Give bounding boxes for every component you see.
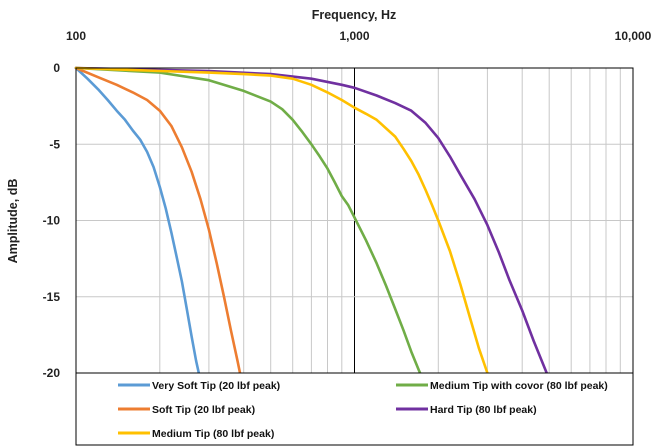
x-tick-label: 10,000 — [615, 29, 652, 43]
legend-label-4: Hard Tip (80 lbf peak) — [430, 404, 537, 416]
tick-labels: 100 1,000 10,000 0 -5 -10 -15 -20 — [43, 29, 652, 380]
y-axis-title: Amplitude, dB — [6, 179, 20, 264]
legend: Very Soft Tip (20 lbf peak) Soft Tip (20 … — [75, 372, 634, 446]
legend-label-5: Medium Tip (80 lbf peak) — [152, 428, 274, 440]
legend-box — [75, 372, 634, 446]
y-tick-label: -20 — [43, 366, 61, 380]
series-line-3 — [74, 66, 422, 375]
legend-label-3: Medium Tip with covor (80 lbf peak) — [430, 380, 608, 392]
x-tick-label: 100 — [66, 29, 86, 43]
series-line-2 — [74, 66, 242, 375]
x-tick-label: 1,000 — [339, 29, 369, 43]
legend-label-2: Soft Tip (20 lbf peak) — [152, 404, 255, 416]
legend-label-1: Very Soft Tip (20 lbf peak) — [152, 380, 280, 392]
series-line-5 — [74, 66, 489, 375]
series-lines — [74, 66, 548, 375]
y-tick-label: -15 — [43, 290, 61, 304]
y-tick-label: -5 — [49, 137, 60, 151]
y-tick-label: -10 — [43, 214, 61, 228]
y-tick-label: 0 — [53, 61, 60, 75]
series-line-1 — [74, 66, 201, 375]
grid — [76, 68, 633, 373]
series-line-4 — [74, 66, 548, 375]
x-axis-title: Frequency, Hz — [312, 8, 397, 22]
